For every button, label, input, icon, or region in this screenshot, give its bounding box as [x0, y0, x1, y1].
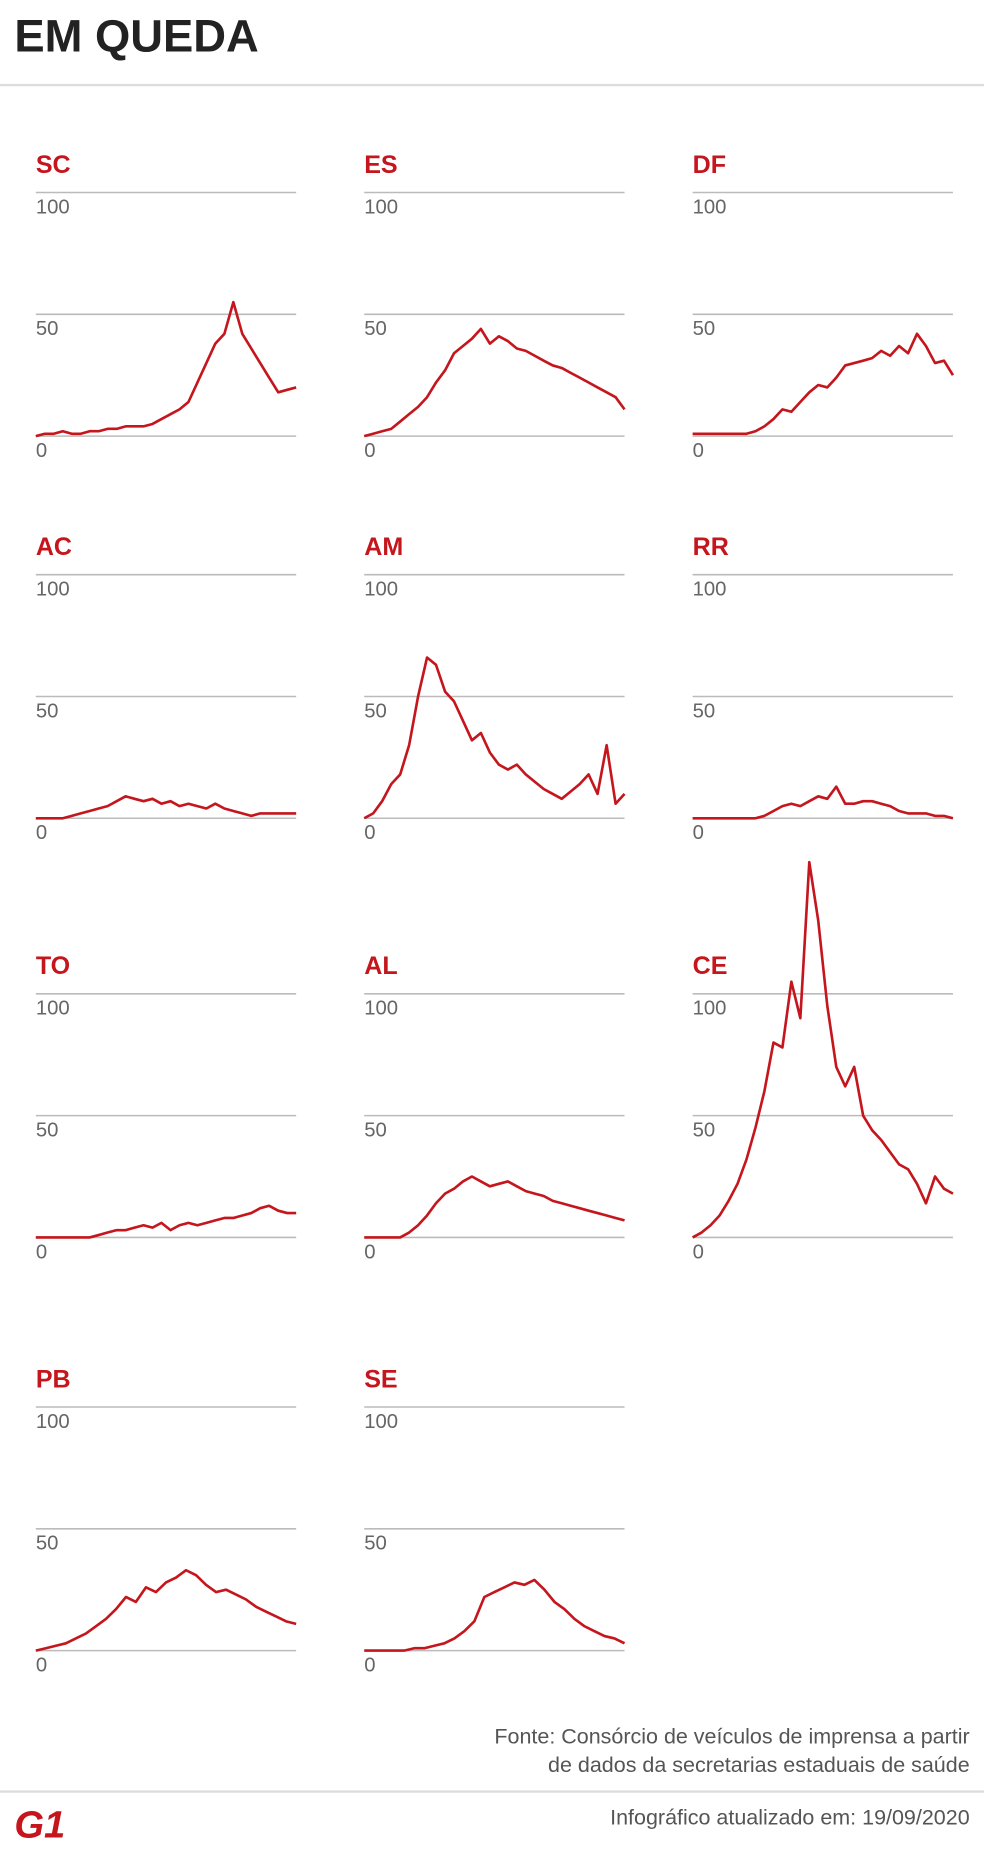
y-tick-label: 100 — [36, 998, 70, 1020]
y-tick-label: 100 — [36, 579, 70, 601]
panel-title: AL — [364, 952, 397, 980]
updated-date: Infográfico atualizado em: 19/09/2020 — [610, 1806, 970, 1830]
y-tick-label: 100 — [364, 196, 398, 218]
y-tick-label: 100 — [364, 579, 398, 601]
series-line — [35, 1568, 297, 1652]
panel-title: ES — [364, 151, 397, 179]
series-line — [364, 1578, 626, 1652]
y-tick-label: 0 — [364, 440, 375, 462]
panels: SC 0 50 100 ES 0 50 100 DF 0 50 100 AC 0 50 100 AM 0 50 100… — [35, 151, 955, 1677]
panel-title: SE — [364, 1365, 397, 1393]
series-line — [363, 327, 626, 438]
series-line — [35, 794, 297, 820]
y-tick-label: 0 — [36, 822, 47, 844]
y-tick-label: 100 — [693, 579, 727, 601]
y-tick-label: 0 — [693, 440, 704, 462]
y-tick-label: 100 — [36, 196, 70, 218]
y-tick-label: 50 — [364, 1120, 387, 1142]
y-tick-label: 50 — [36, 318, 59, 340]
y-tick-label: 50 — [364, 318, 387, 340]
series-line — [363, 656, 626, 820]
panel-title: AC — [36, 533, 72, 561]
y-tick-label: 0 — [693, 822, 704, 844]
panel-title: SC — [36, 151, 71, 179]
y-tick-label: 0 — [36, 1241, 47, 1263]
panel-title: CE — [693, 952, 728, 980]
y-tick-label: 50 — [364, 1533, 387, 1555]
source-line: Fonte: Consórcio de veículos de imprensa… — [494, 1724, 969, 1748]
series-line — [35, 1204, 297, 1239]
y-tick-label: 100 — [364, 998, 398, 1020]
series-line — [692, 332, 955, 436]
y-tick-label: 100 — [693, 196, 727, 218]
y-tick-label: 50 — [36, 1533, 59, 1555]
series-line — [691, 860, 954, 1239]
y-tick-label: 100 — [36, 1411, 70, 1433]
series-line — [35, 300, 297, 438]
panel-title: DF — [693, 151, 726, 179]
panel-title: PB — [36, 1365, 71, 1393]
panel-title: RR — [693, 533, 729, 561]
y-tick-label: 50 — [364, 700, 387, 722]
series-line — [692, 785, 954, 820]
y-tick-label: 100 — [693, 998, 727, 1020]
y-tick-label: 0 — [36, 1655, 47, 1677]
panel-title: AM — [364, 533, 403, 561]
y-tick-label: 0 — [364, 822, 375, 844]
y-tick-label: 0 — [693, 1241, 704, 1263]
y-tick-label: 0 — [36, 440, 47, 462]
y-tick-label: 0 — [364, 1655, 375, 1677]
source-line: de dados da secretarias estaduais de saú… — [548, 1753, 970, 1777]
y-tick-label: 50 — [693, 318, 716, 340]
y-tick-label: 50 — [693, 1120, 716, 1142]
logo: G1 — [14, 1803, 65, 1846]
y-tick-label: 50 — [693, 700, 716, 722]
y-tick-label: 100 — [364, 1411, 398, 1433]
y-tick-label: 0 — [364, 1241, 375, 1263]
page-title: EM QUEDA — [14, 11, 258, 62]
y-tick-label: 50 — [36, 1120, 59, 1142]
series-line — [364, 1175, 625, 1239]
y-tick-label: 50 — [36, 700, 59, 722]
panel-title: TO — [36, 952, 70, 980]
